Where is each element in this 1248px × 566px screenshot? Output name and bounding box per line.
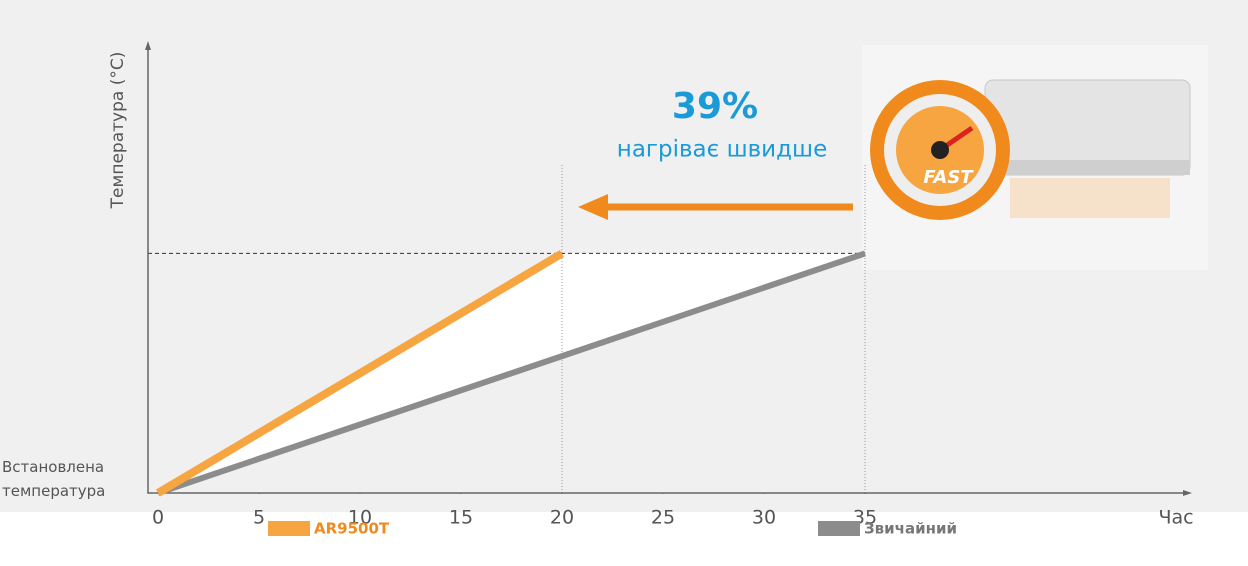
legend-swatch [268, 521, 310, 536]
legend-swatch [818, 521, 860, 536]
chart: FAST 39% нагріває швидше Температура (°C… [0, 0, 1248, 566]
legend-label: Звичайний [864, 520, 957, 538]
y-axis-label: Температура (°C) [108, 52, 128, 210]
x-tick-label: 5 [253, 507, 265, 529]
x-tick-label: 25 [651, 507, 675, 529]
x-tick-label: 20 [550, 507, 574, 529]
subtitle: нагріває швидше [617, 137, 827, 163]
headline: 39% [672, 86, 758, 127]
x-tick-label: 15 [449, 507, 473, 529]
product-icon: FAST [862, 45, 1208, 270]
x-tick-label: 0 [152, 507, 164, 529]
icon-text: FAST [923, 167, 974, 188]
x-tick-label: 30 [752, 507, 776, 529]
legend-label: AR9500T [314, 520, 390, 538]
x-axis-label: Час [1158, 507, 1193, 529]
